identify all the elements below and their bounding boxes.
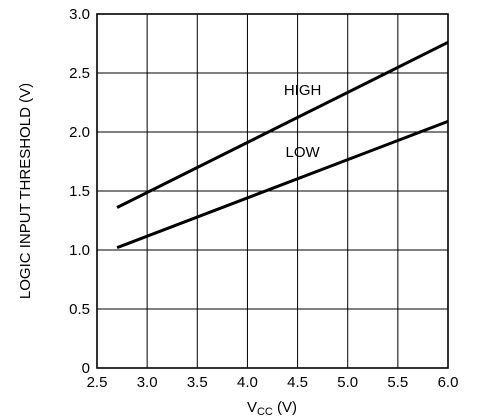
x-tick-label: 5.5 — [387, 374, 408, 391]
series-label-high: HIGH — [284, 82, 322, 99]
x-tick-label: 4.0 — [237, 374, 258, 391]
y-tick-label: 2.0 — [69, 124, 90, 141]
y-axis-title: LOGIC INPUT THRESHOLD (V) — [17, 83, 34, 299]
series-group: HIGH LOW — [116, 40, 449, 250]
plot-frame — [96, 13, 449, 369]
series-label-low: LOW — [285, 144, 320, 161]
x-tick-label: 5.0 — [337, 374, 358, 391]
x-tick-label: 4.5 — [287, 374, 308, 391]
y-tick-label: 1.5 — [69, 183, 90, 200]
series-line-low — [116, 119, 449, 250]
x-axis-title: VCC (V) — [247, 399, 297, 417]
x-tick-label: 6.0 — [438, 374, 459, 391]
x-tick-label: 3.5 — [187, 374, 208, 391]
x-tick-label: 3.0 — [137, 374, 158, 391]
y-tick-label: 1.0 — [69, 242, 90, 259]
y-tick-label: 0 — [82, 360, 90, 377]
x-axis-title-subscript: CC — [257, 406, 273, 417]
grid — [97, 14, 448, 368]
series-line-high — [116, 40, 449, 209]
y-tick-label: 2.5 — [69, 65, 90, 82]
y-tick-labels: 0 0.5 1.0 1.5 2.0 2.5 3.0 — [69, 6, 90, 377]
x-tick-label: 2.5 — [87, 374, 108, 391]
x-tick-labels: 2.5 3.0 3.5 4.0 4.5 5.0 5.5 6.0 — [87, 374, 459, 391]
y-tick-label: 0.5 — [69, 301, 90, 318]
y-tick-label: 3.0 — [69, 6, 90, 23]
